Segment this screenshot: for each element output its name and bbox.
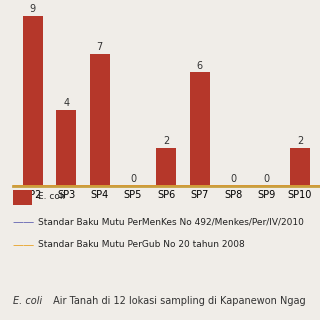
Text: E. coli: E. coli	[13, 296, 42, 306]
Text: ——: ——	[13, 217, 35, 228]
Bar	[190, 72, 210, 186]
Bar	[290, 148, 310, 186]
Text: 0: 0	[230, 174, 236, 184]
Text: ——: ——	[13, 240, 35, 250]
Text: 0: 0	[130, 174, 136, 184]
Text: 6: 6	[197, 60, 203, 70]
Bar	[90, 53, 110, 186]
Text: Standar Baku Mutu PerGub No 20 tahun 2008: Standar Baku Mutu PerGub No 20 tahun 200…	[38, 240, 245, 249]
Text: E. coli: E. coli	[38, 192, 66, 201]
Text: 9: 9	[30, 4, 36, 14]
Text: Air Tanah di 12 lokasi sampling di Kapanewon Ngag: Air Tanah di 12 lokasi sampling di Kapan…	[50, 296, 305, 306]
Bar	[56, 110, 76, 186]
Text: 4: 4	[63, 98, 69, 108]
Bar	[156, 148, 176, 186]
Text: 2: 2	[163, 136, 170, 146]
Text: 2: 2	[297, 136, 303, 146]
Text: 0: 0	[263, 174, 270, 184]
Text: Standar Baku Mutu PerMenKes No 492/Menkes/Per/IV/2010: Standar Baku Mutu PerMenKes No 492/Menke…	[38, 218, 304, 227]
Bar	[23, 16, 43, 186]
Text: 7: 7	[97, 42, 103, 52]
